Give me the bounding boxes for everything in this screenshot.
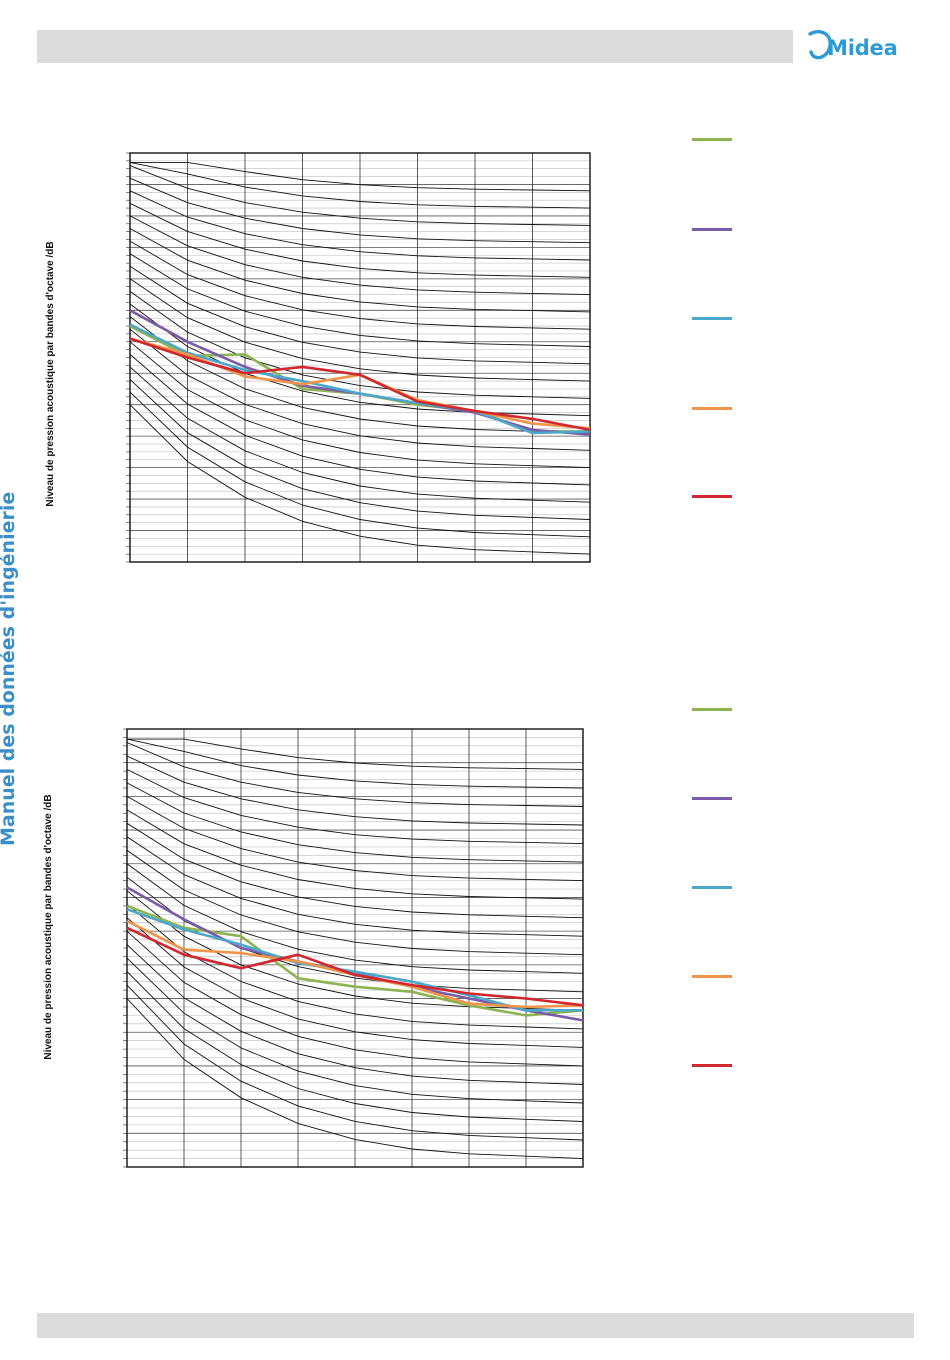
reference-curve — [126, 849, 584, 956]
reference-curve — [129, 253, 591, 347]
reference-curve — [129, 265, 591, 365]
header-bar — [37, 30, 793, 63]
reference-curve — [129, 177, 591, 244]
reference-curve — [126, 782, 584, 863]
reference-curve — [129, 328, 591, 451]
legend-swatch-1 — [692, 708, 732, 711]
reference-curve — [129, 278, 591, 382]
legend-swatch-2 — [692, 228, 732, 231]
reference-curve — [126, 971, 584, 1122]
reference-curve — [126, 768, 584, 845]
reference-curve — [126, 836, 584, 937]
reference-curve — [129, 202, 591, 278]
brand-name: Midea — [827, 36, 898, 60]
reference-curve — [129, 291, 591, 399]
reference-curve — [126, 903, 584, 1030]
reference-curve — [130, 161, 591, 192]
reference-curve — [126, 984, 584, 1141]
series-line-3 — [129, 323, 591, 435]
reference-curve — [129, 404, 591, 555]
reference-curve — [129, 341, 591, 469]
reference-curve — [129, 165, 591, 226]
footer-bar — [37, 1313, 914, 1338]
reference-curve — [126, 890, 584, 1011]
reference-curve — [126, 863, 584, 974]
legend-swatch-1 — [692, 138, 732, 141]
legend-swatch-5 — [692, 495, 732, 498]
reference-curve — [126, 809, 584, 900]
reference-curve — [126, 738, 584, 789]
reference-curve — [129, 190, 591, 261]
series-line-5 — [129, 337, 591, 432]
reference-curve — [129, 366, 591, 503]
legend-swatch-4 — [692, 975, 732, 978]
series-line-5 — [126, 926, 584, 1007]
reference-curve — [126, 930, 584, 1067]
legend-swatch-5 — [692, 1064, 732, 1067]
reference-curve — [126, 944, 584, 1085]
reference-curve — [129, 354, 591, 486]
reference-curve — [129, 379, 591, 520]
reference-curve — [126, 957, 584, 1104]
reference-curve — [126, 742, 584, 807]
reference-curve — [126, 755, 584, 826]
reference-curve — [126, 796, 584, 882]
reference-curve — [129, 240, 591, 330]
midea-logo-icon — [808, 29, 832, 60]
reference-curve — [129, 391, 591, 538]
legend-swatch-3 — [692, 886, 732, 889]
plot-frame — [129, 152, 591, 563]
legend-swatch-4 — [692, 407, 732, 410]
series-line-1 — [126, 904, 584, 1017]
reference-curve — [127, 738, 584, 770]
legend-swatch-3 — [692, 317, 732, 320]
reference-curve — [129, 161, 591, 209]
plot-frame — [126, 728, 584, 1168]
legend-swatch-2 — [692, 797, 732, 800]
reference-curve — [126, 822, 584, 919]
reference-curve — [126, 917, 584, 1048]
reference-curve — [129, 215, 591, 296]
reference-curve — [129, 228, 591, 313]
reference-curve — [129, 316, 591, 434]
reference-curve — [126, 998, 584, 1160]
